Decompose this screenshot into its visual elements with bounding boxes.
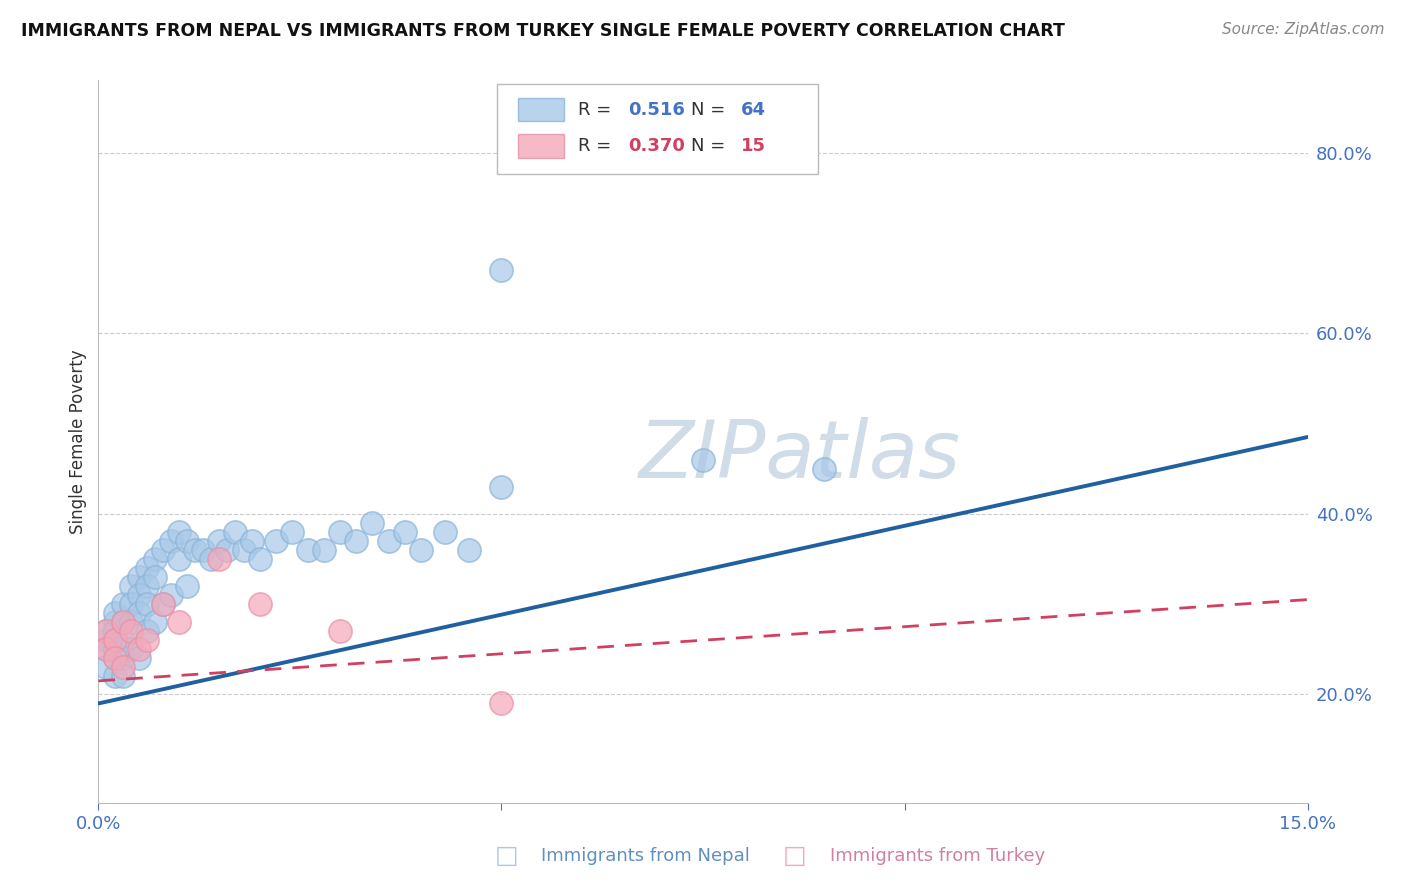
Point (434, 524, 457, 539)
Point (491, 263, 513, 277)
Point (96, 660, 118, 674)
Point (167, 552, 190, 566)
Point (143, 615, 166, 630)
FancyBboxPatch shape (517, 135, 564, 158)
Point (143, 552, 166, 566)
Point (103, 642, 125, 657)
FancyBboxPatch shape (498, 84, 818, 174)
Text: N =: N = (690, 137, 731, 155)
Point (111, 615, 134, 630)
Point (167, 524, 190, 539)
Point (128, 642, 150, 657)
Point (96, 633, 118, 648)
Text: N =: N = (690, 101, 731, 119)
Point (167, 615, 190, 630)
Text: 0.516: 0.516 (628, 101, 685, 119)
Point (297, 542, 319, 557)
Text: 15: 15 (741, 137, 765, 155)
Point (232, 542, 254, 557)
Point (184, 542, 207, 557)
Point (120, 624, 142, 639)
Point (314, 542, 336, 557)
Text: 0.370: 0.370 (628, 137, 685, 155)
Point (128, 606, 150, 620)
Text: Source: ZipAtlas.com: Source: ZipAtlas.com (1222, 22, 1385, 37)
Point (135, 561, 157, 575)
Point (103, 651, 125, 665)
Point (240, 533, 263, 548)
Point (458, 542, 481, 557)
Point (111, 660, 134, 674)
Point (135, 633, 157, 648)
Point (217, 542, 239, 557)
Point (377, 533, 399, 548)
Point (491, 697, 513, 711)
Point (135, 597, 157, 611)
Point (111, 651, 134, 665)
Text: 64: 64 (741, 101, 765, 119)
Point (176, 579, 198, 593)
Point (128, 651, 150, 665)
Point (152, 597, 174, 611)
Point (103, 651, 125, 665)
Point (103, 669, 125, 683)
Point (96, 624, 118, 639)
Point (281, 524, 304, 539)
Point (692, 452, 714, 467)
Point (103, 633, 125, 648)
Point (409, 542, 432, 557)
Point (120, 615, 142, 630)
Point (111, 633, 134, 648)
Text: Immigrants from Turkey: Immigrants from Turkey (830, 847, 1045, 865)
Point (103, 606, 125, 620)
Point (96, 642, 118, 657)
Point (264, 533, 287, 548)
Point (224, 524, 246, 539)
Y-axis label: Single Female Poverty: Single Female Poverty (69, 350, 87, 533)
Point (208, 533, 231, 548)
Point (103, 624, 125, 639)
Text: R =: R = (578, 101, 617, 119)
Text: IMMIGRANTS FROM NEPAL VS IMMIGRANTS FROM TURKEY SINGLE FEMALE POVERTY CORRELATIO: IMMIGRANTS FROM NEPAL VS IMMIGRANTS FROM… (21, 22, 1064, 40)
Point (152, 597, 174, 611)
Text: □: □ (783, 845, 806, 868)
Point (176, 533, 198, 548)
Point (193, 542, 215, 557)
Point (249, 597, 271, 611)
Point (120, 597, 142, 611)
Point (249, 552, 271, 566)
Text: ZIPatlas: ZIPatlas (638, 417, 960, 495)
FancyBboxPatch shape (517, 98, 564, 121)
Point (128, 588, 150, 602)
Point (111, 669, 134, 683)
Point (120, 579, 142, 593)
Point (361, 516, 384, 530)
Point (152, 542, 174, 557)
Point (208, 552, 231, 566)
Point (160, 588, 183, 602)
Text: Immigrants from Nepal: Immigrants from Nepal (541, 847, 751, 865)
Point (813, 461, 835, 475)
Point (160, 533, 183, 548)
Point (344, 533, 367, 548)
Point (96, 624, 118, 639)
Point (128, 570, 150, 584)
Point (111, 615, 134, 630)
Text: □: □ (495, 845, 517, 868)
Point (111, 597, 134, 611)
Point (103, 615, 125, 630)
Point (135, 624, 157, 639)
Point (200, 552, 222, 566)
Point (103, 633, 125, 648)
Point (96, 642, 118, 657)
Point (135, 579, 157, 593)
Point (491, 480, 513, 494)
Point (329, 524, 352, 539)
Point (143, 570, 166, 584)
Point (120, 642, 142, 657)
Point (394, 524, 416, 539)
Point (329, 624, 352, 639)
Text: R =: R = (578, 137, 617, 155)
